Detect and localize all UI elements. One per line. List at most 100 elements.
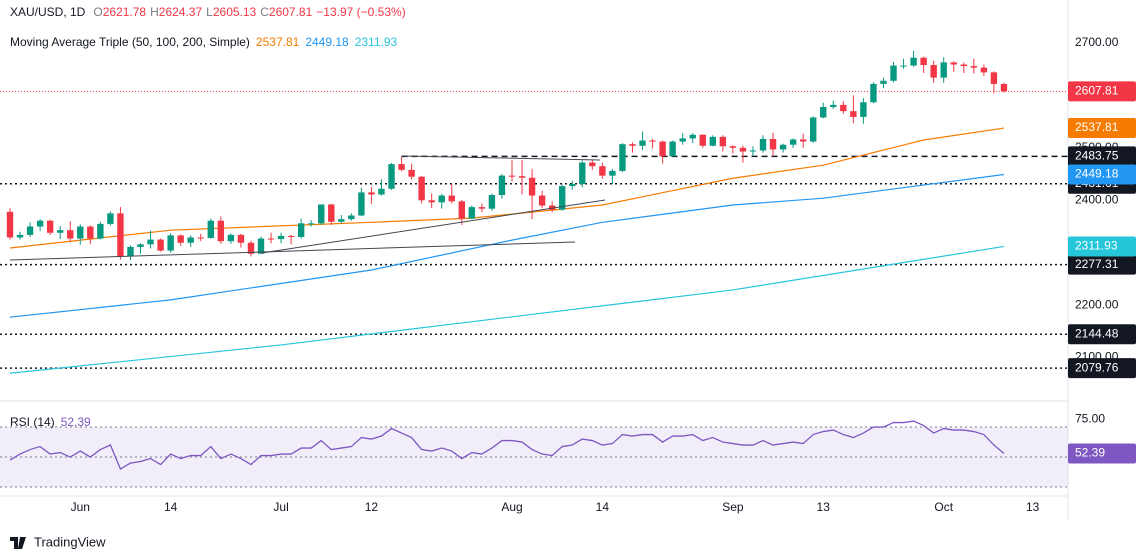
candle-body	[388, 164, 395, 189]
candle-body	[137, 244, 144, 247]
candle-body	[287, 235, 295, 237]
candle-body	[57, 230, 64, 233]
candle-body	[297, 223, 305, 237]
candle-body	[468, 207, 476, 219]
candle-body	[930, 65, 937, 78]
price-label: 52.39	[1075, 446, 1105, 460]
candle-body	[920, 57, 927, 66]
price-label-box	[1068, 358, 1136, 379]
ohlc-value: 2621.78	[103, 5, 147, 19]
candle-body	[358, 192, 365, 216]
candle-body	[559, 186, 566, 210]
candle-body	[438, 195, 445, 203]
candle-body	[729, 146, 737, 148]
candle-body	[348, 215, 355, 220]
y-tick-label: 2400.00	[1075, 192, 1119, 206]
candle-body	[669, 141, 676, 157]
candle-body	[77, 226, 84, 239]
rsi-line	[9, 420, 1005, 470]
candle-body	[950, 62, 957, 65]
candle-body	[609, 170, 616, 176]
price-label-box	[1068, 81, 1136, 102]
x-tick-label: Sep	[722, 500, 744, 514]
candle-body	[237, 234, 245, 243]
candle-body	[890, 65, 897, 81]
candle-body	[528, 177, 536, 196]
candle-body	[117, 213, 124, 257]
ohlc-value: 2624.37	[159, 5, 203, 19]
candle-body	[227, 234, 235, 242]
moving-average	[9, 245, 1005, 374]
legend-rsi: RSI (14) 52.39	[10, 415, 91, 429]
candle-body	[518, 176, 526, 178]
candle-body	[498, 175, 506, 196]
candle-body	[408, 169, 415, 177]
ma-value: 2311.93	[355, 35, 398, 49]
price-label: 2607.81	[1075, 84, 1119, 98]
candle-body	[599, 166, 606, 176]
candle-body	[679, 138, 686, 142]
y-tick-label: 2200.00	[1075, 297, 1119, 311]
candle-body	[629, 144, 636, 146]
logo-icon	[10, 537, 26, 549]
candle-body	[538, 195, 546, 206]
price-label: 2311.93	[1075, 239, 1118, 253]
candle-body	[458, 201, 465, 219]
ohlc-key: C	[260, 5, 269, 19]
rsi-title: RSI (14)	[10, 415, 55, 429]
price-label: 2079.76	[1075, 360, 1119, 374]
candle-body	[177, 235, 184, 243]
candle-body	[719, 136, 727, 147]
candle-body	[649, 140, 656, 142]
candle-body	[217, 220, 225, 242]
x-tick-label: 13	[1026, 500, 1040, 514]
price-label: 2537.81	[1075, 120, 1119, 134]
plot-area	[0, 50, 1068, 488]
candle-body	[488, 195, 496, 209]
candle-body	[257, 238, 265, 254]
price-label: 2483.75	[1075, 149, 1119, 163]
candle-body	[167, 235, 174, 251]
brand: TradingView	[34, 534, 106, 549]
candle-body	[428, 200, 435, 203]
candle-body	[398, 164, 405, 170]
y-tick-label: 2700.00	[1075, 35, 1119, 49]
x-tick-label: Aug	[501, 500, 522, 514]
price-label: 2277.31	[1075, 257, 1119, 271]
rsi-tick-label: 75.00	[1075, 412, 1105, 426]
price-label: 2144.48	[1075, 326, 1119, 340]
legend-main: XAU/USD, 1D O2621.78 H2624.37 L2605.13 C2607…	[10, 5, 406, 19]
candle-body	[880, 80, 887, 84]
x-tick-label: Jul	[273, 500, 288, 514]
candle-body	[789, 139, 797, 145]
price-label-box	[1068, 236, 1136, 257]
price-label-box	[1068, 146, 1136, 167]
ma-value: 2537.81	[256, 35, 300, 49]
ohlc-key: H	[150, 5, 159, 19]
candle-body	[659, 141, 666, 157]
candle-body	[940, 62, 947, 78]
candle-body	[97, 223, 104, 239]
candle-body	[820, 106, 827, 118]
trendline	[402, 155, 601, 161]
candle-body	[308, 223, 315, 225]
ohlc-key: O	[93, 5, 102, 19]
candle-body	[508, 175, 516, 177]
x-tick-label: 12	[365, 500, 379, 514]
ohlc-value: 2607.81	[269, 5, 313, 19]
x-tick-label: 13	[817, 500, 831, 514]
candle-body	[569, 184, 576, 187]
indicator-name: Moving Average Triple (50, 100, 200, Sim…	[10, 35, 250, 49]
candle-body	[970, 66, 978, 68]
candle-body	[46, 220, 54, 233]
candle-body	[36, 220, 44, 227]
candle-body	[87, 226, 94, 239]
ma-value: 2449.18	[305, 35, 349, 49]
candle-body	[548, 205, 556, 210]
candle-body	[418, 176, 425, 201]
candle-body	[739, 147, 747, 152]
candle-body	[860, 102, 867, 117]
candle-body	[840, 104, 847, 112]
candle-body	[267, 238, 275, 240]
